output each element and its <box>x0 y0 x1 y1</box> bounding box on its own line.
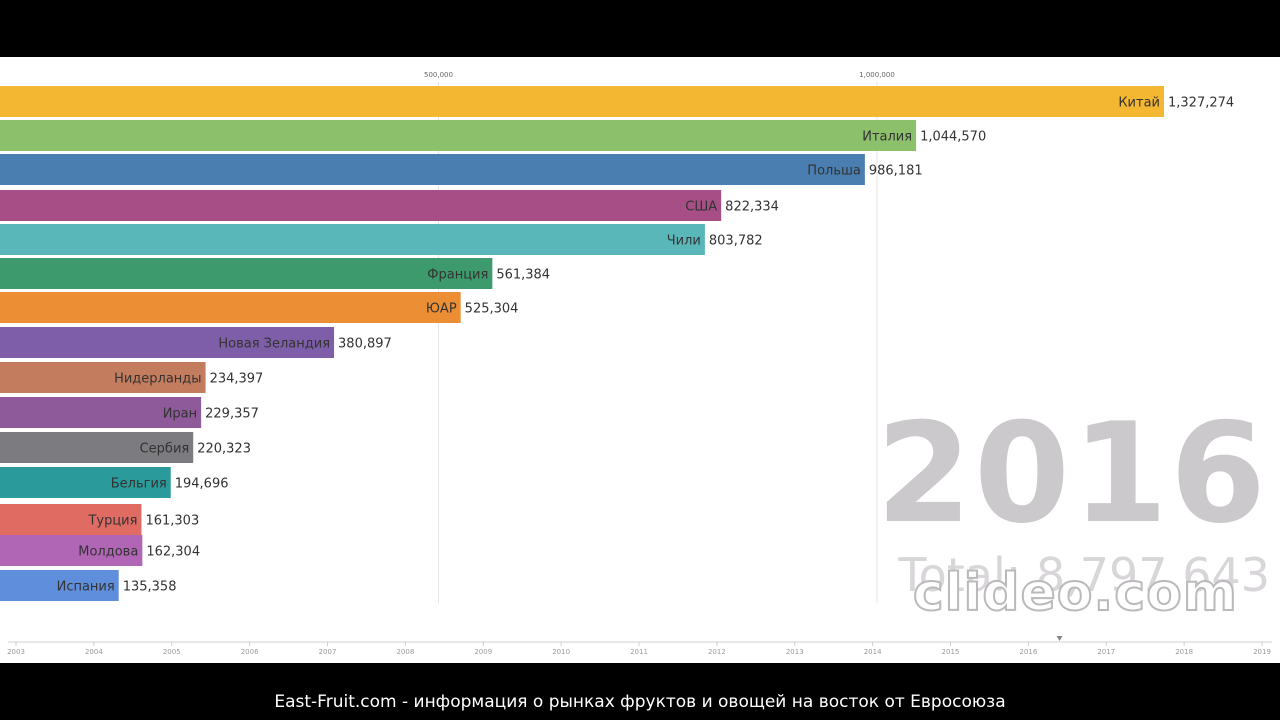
bar-value-label: 229,357 <box>205 407 259 422</box>
timeline-year-label: 2004 <box>85 648 103 656</box>
bar-category-label: Бельгия <box>111 477 167 492</box>
timeline-year-label: 2006 <box>241 648 259 656</box>
bar <box>0 190 722 221</box>
bar-value-label: 135,358 <box>123 580 177 595</box>
bar-category-label: Турция <box>87 514 137 529</box>
timeline-year-label: 2003 <box>7 648 25 656</box>
bar-category-label: Франция <box>427 268 488 283</box>
bar-value-label: 803,782 <box>709 234 763 249</box>
timeline-year-label: 2013 <box>786 648 804 656</box>
x-tick-label: 1,000,000 <box>859 71 895 79</box>
bar-category-label: Новая Зеландия <box>218 337 330 352</box>
timeline-year-label: 2014 <box>864 648 882 656</box>
timeline-position-marker <box>1056 636 1063 641</box>
timeline-year-label: 2005 <box>163 648 181 656</box>
bar-category-label: Молдова <box>78 545 138 560</box>
bar-category-label: США <box>685 200 717 215</box>
bar-value-label: 380,897 <box>338 337 392 352</box>
timeline-year-label: 2010 <box>552 648 570 656</box>
bar-value-label: 986,181 <box>869 164 923 179</box>
bar-value-label: 525,304 <box>465 302 519 317</box>
timeline-year-label: 2019 <box>1253 648 1271 656</box>
timeline-year-label: 2016 <box>1019 648 1037 656</box>
timeline-year-label: 2008 <box>396 648 414 656</box>
timeline-year-label: 2012 <box>708 648 726 656</box>
bar <box>0 467 171 498</box>
bar <box>0 292 461 323</box>
year-label: 2016 <box>875 393 1268 554</box>
bar-value-label: 234,397 <box>210 372 264 387</box>
chart-area: 500,000 1,000,000 Китай 1,327,274 Италия 1,04… <box>0 57 1280 663</box>
x-tick-label: 500,000 <box>424 71 453 79</box>
bar-category-label: Чили <box>667 234 701 249</box>
bar-category-label: Италия <box>862 130 912 145</box>
bar <box>0 258 493 289</box>
bar <box>0 86 1164 117</box>
bar <box>0 327 335 358</box>
bar-value-label: 1,044,570 <box>920 130 986 145</box>
timeline-year-label: 2015 <box>942 648 960 656</box>
bar <box>0 504 142 535</box>
bar-category-label: Испания <box>57 580 115 595</box>
bar-category-label: Нидерланды <box>114 372 202 387</box>
bar <box>0 535 143 566</box>
bar-value-label: 194,696 <box>175 477 229 492</box>
video-caption: East-Fruit.com - информация о рынках фру… <box>274 692 1006 712</box>
bar-chart: 500,000 1,000,000 Китай 1,327,274 Италия 1,04… <box>0 71 1272 656</box>
bar-value-label: 561,384 <box>496 268 550 283</box>
bar-value-label: 220,323 <box>197 442 251 457</box>
bar <box>0 362 206 393</box>
bar-category-label: Польша <box>807 164 861 179</box>
timeline-year-label: 2007 <box>319 648 337 656</box>
bar <box>0 432 194 463</box>
bar <box>0 120 917 151</box>
bar-category-label: Иран <box>163 407 197 422</box>
timeline-year-label: 2009 <box>474 648 492 656</box>
bar-category-label: Сербия <box>140 442 190 457</box>
bar-category-label: ЮАР <box>426 302 457 317</box>
bar <box>0 570 119 601</box>
bar <box>0 397 202 428</box>
bar-value-label: 162,304 <box>146 545 200 560</box>
bar <box>0 224 705 255</box>
timeline-year-label: 2018 <box>1175 648 1193 656</box>
bar <box>0 154 865 185</box>
bar-value-label: 161,303 <box>145 514 199 529</box>
clideo-watermark: clideo.com <box>912 563 1238 623</box>
bar-value-label: 822,334 <box>725 200 779 215</box>
timeline-year-label: 2011 <box>630 648 648 656</box>
timeline-year-label: 2017 <box>1097 648 1115 656</box>
bar-category-label: Китай <box>1118 96 1160 111</box>
total-label: Total: 8,797,643 <box>898 548 1270 602</box>
bar-value-label: 1,327,274 <box>1168 96 1234 111</box>
